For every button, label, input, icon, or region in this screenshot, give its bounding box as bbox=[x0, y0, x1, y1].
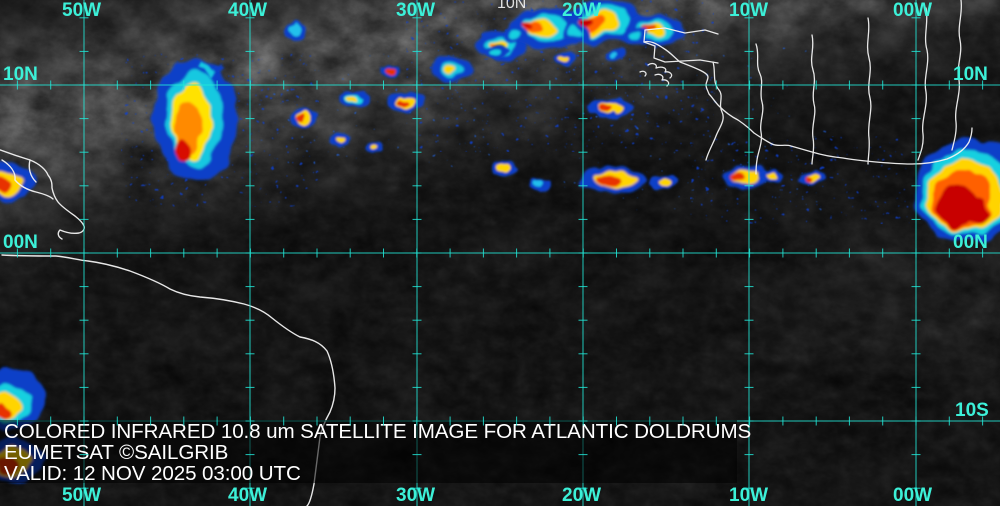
svg-text:EUMETSAT ©SAILGRIB: EUMETSAT ©SAILGRIB bbox=[4, 441, 228, 464]
svg-text:COLORED INFRARED 10.8 um SATEL: COLORED INFRARED 10.8 um SATELLITE IMAGE… bbox=[4, 420, 751, 443]
svg-text:10S: 10S bbox=[955, 400, 989, 421]
svg-text:10N: 10N bbox=[497, 0, 526, 12]
svg-text:VALID: 12 NOV 2025 03:00 UTC: VALID: 12 NOV 2025 03:00 UTC bbox=[4, 462, 301, 485]
svg-text:00N: 00N bbox=[3, 232, 38, 253]
svg-text:10N: 10N bbox=[3, 64, 38, 85]
